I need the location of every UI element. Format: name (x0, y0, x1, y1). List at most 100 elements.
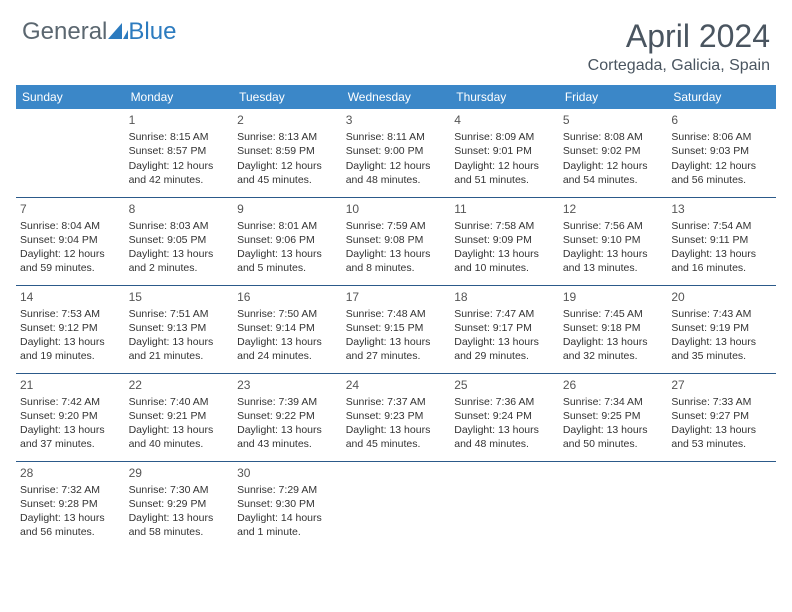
day-header: Tuesday (233, 85, 342, 109)
day-cell: 27Sunrise: 7:33 AMSunset: 9:27 PMDayligh… (667, 373, 776, 461)
day-cell: 5Sunrise: 8:08 AMSunset: 9:02 PMDaylight… (559, 109, 668, 197)
sail-icon (108, 21, 128, 39)
day-number: 30 (237, 465, 338, 481)
week-row: 7Sunrise: 8:04 AMSunset: 9:04 PMDaylight… (16, 197, 776, 285)
day-info-line: Daylight: 13 hours and 48 minutes. (454, 423, 555, 451)
day-info-line: Sunset: 8:59 PM (237, 144, 338, 158)
day-info-line: Daylight: 13 hours and 50 minutes. (563, 423, 664, 451)
day-info-line: Sunrise: 7:47 AM (454, 307, 555, 321)
location-text: Cortegada, Galicia, Spain (588, 57, 770, 75)
day-cell: 24Sunrise: 7:37 AMSunset: 9:23 PMDayligh… (342, 373, 451, 461)
day-number: 13 (671, 201, 772, 217)
title-block: April 2024 Cortegada, Galicia, Spain (588, 18, 770, 75)
day-number: 5 (563, 112, 664, 128)
day-number: 29 (129, 465, 230, 481)
day-info-line: Sunset: 9:12 PM (20, 321, 121, 335)
day-number: 26 (563, 377, 664, 393)
day-info-line: Sunrise: 7:30 AM (129, 483, 230, 497)
day-info-line: Sunset: 9:19 PM (671, 321, 772, 335)
day-info-line: Sunrise: 7:40 AM (129, 395, 230, 409)
day-cell: 9Sunrise: 8:01 AMSunset: 9:06 PMDaylight… (233, 197, 342, 285)
day-cell: 11Sunrise: 7:58 AMSunset: 9:09 PMDayligh… (450, 197, 559, 285)
day-info-line: Daylight: 12 hours and 59 minutes. (20, 247, 121, 275)
day-info-line: Sunset: 8:57 PM (129, 144, 230, 158)
day-info-line: Sunset: 9:06 PM (237, 233, 338, 247)
day-info-line: Sunrise: 8:04 AM (20, 219, 121, 233)
day-info-line: Sunrise: 7:54 AM (671, 219, 772, 233)
week-row: 21Sunrise: 7:42 AMSunset: 9:20 PMDayligh… (16, 373, 776, 461)
day-cell: 16Sunrise: 7:50 AMSunset: 9:14 PMDayligh… (233, 285, 342, 373)
week-row: 14Sunrise: 7:53 AMSunset: 9:12 PMDayligh… (16, 285, 776, 373)
day-info-line: Sunset: 9:20 PM (20, 409, 121, 423)
day-info-line: Sunrise: 8:08 AM (563, 130, 664, 144)
day-info-line: Sunset: 9:21 PM (129, 409, 230, 423)
day-info-line: Sunset: 9:29 PM (129, 497, 230, 511)
day-info-line: Daylight: 13 hours and 35 minutes. (671, 335, 772, 363)
day-info-line: Daylight: 13 hours and 16 minutes. (671, 247, 772, 275)
day-header: Sunday (16, 85, 125, 109)
day-cell: 1Sunrise: 8:15 AMSunset: 8:57 PMDaylight… (125, 109, 234, 197)
day-info-line: Sunrise: 7:48 AM (346, 307, 447, 321)
day-info-line: Sunset: 9:09 PM (454, 233, 555, 247)
day-info-line: Sunset: 9:27 PM (671, 409, 772, 423)
day-info-line: Sunrise: 7:42 AM (20, 395, 121, 409)
day-cell: 4Sunrise: 8:09 AMSunset: 9:01 PMDaylight… (450, 109, 559, 197)
day-info-line: Sunrise: 7:43 AM (671, 307, 772, 321)
day-info-line: Sunrise: 8:11 AM (346, 130, 447, 144)
day-cell (16, 109, 125, 197)
day-cell: 17Sunrise: 7:48 AMSunset: 9:15 PMDayligh… (342, 285, 451, 373)
day-info-line: Daylight: 12 hours and 54 minutes. (563, 159, 664, 187)
day-number: 12 (563, 201, 664, 217)
day-number: 8 (129, 201, 230, 217)
day-number: 27 (671, 377, 772, 393)
day-cell: 14Sunrise: 7:53 AMSunset: 9:12 PMDayligh… (16, 285, 125, 373)
day-info-line: Sunset: 9:23 PM (346, 409, 447, 423)
day-info-line: Sunset: 9:03 PM (671, 144, 772, 158)
day-cell (667, 461, 776, 549)
day-info-line: Sunset: 9:15 PM (346, 321, 447, 335)
day-cell: 13Sunrise: 7:54 AMSunset: 9:11 PMDayligh… (667, 197, 776, 285)
day-number: 1 (129, 112, 230, 128)
header: General Blue April 2024 Cortegada, Galic… (0, 0, 792, 85)
day-number: 4 (454, 112, 555, 128)
day-info-line: Sunrise: 8:03 AM (129, 219, 230, 233)
day-info-line: Daylight: 13 hours and 2 minutes. (129, 247, 230, 275)
day-info-line: Sunrise: 7:53 AM (20, 307, 121, 321)
day-info-line: Sunrise: 7:36 AM (454, 395, 555, 409)
day-info-line: Sunrise: 7:59 AM (346, 219, 447, 233)
day-number: 24 (346, 377, 447, 393)
day-info-line: Daylight: 13 hours and 5 minutes. (237, 247, 338, 275)
day-info-line: Daylight: 13 hours and 32 minutes. (563, 335, 664, 363)
day-info-line: Sunrise: 8:06 AM (671, 130, 772, 144)
day-info-line: Sunset: 9:00 PM (346, 144, 447, 158)
day-number: 2 (237, 112, 338, 128)
day-info-line: Daylight: 12 hours and 48 minutes. (346, 159, 447, 187)
calendar-table: Sunday Monday Tuesday Wednesday Thursday… (16, 85, 776, 549)
day-cell: 3 Sunrise: 8:11 AMSunset: 9:00 PMDaylight… (342, 109, 451, 197)
day-cell (559, 461, 668, 549)
day-info-line: Daylight: 13 hours and 37 minutes. (20, 423, 121, 451)
day-cell: 26Sunrise: 7:34 AMSunset: 9:25 PMDayligh… (559, 373, 668, 461)
day-number: 23 (237, 377, 338, 393)
day-number: 3 (346, 112, 447, 128)
day-info-line: Daylight: 12 hours and 56 minutes. (671, 159, 772, 187)
day-header: Wednesday (342, 85, 451, 109)
day-info-line: Sunrise: 7:45 AM (563, 307, 664, 321)
day-info-line: Sunset: 9:25 PM (563, 409, 664, 423)
day-info-line: Daylight: 13 hours and 58 minutes. (129, 511, 230, 539)
day-cell: 25Sunrise: 7:36 AMSunset: 9:24 PMDayligh… (450, 373, 559, 461)
day-info-line: Daylight: 13 hours and 10 minutes. (454, 247, 555, 275)
day-info-line: Daylight: 13 hours and 13 minutes. (563, 247, 664, 275)
day-cell: 28Sunrise: 7:32 AMSunset: 9:28 PMDayligh… (16, 461, 125, 549)
day-number: 10 (346, 201, 447, 217)
day-cell (450, 461, 559, 549)
day-number: 17 (346, 289, 447, 305)
day-info-line: Daylight: 13 hours and 19 minutes. (20, 335, 121, 363)
day-info-line: Daylight: 13 hours and 45 minutes. (346, 423, 447, 451)
day-info-line: Daylight: 13 hours and 40 minutes. (129, 423, 230, 451)
day-number: 15 (129, 289, 230, 305)
day-cell: 19Sunrise: 7:45 AMSunset: 9:18 PMDayligh… (559, 285, 668, 373)
day-cell: 20Sunrise: 7:43 AMSunset: 9:19 PMDayligh… (667, 285, 776, 373)
day-header: Saturday (667, 85, 776, 109)
day-info-line: Sunrise: 7:39 AM (237, 395, 338, 409)
